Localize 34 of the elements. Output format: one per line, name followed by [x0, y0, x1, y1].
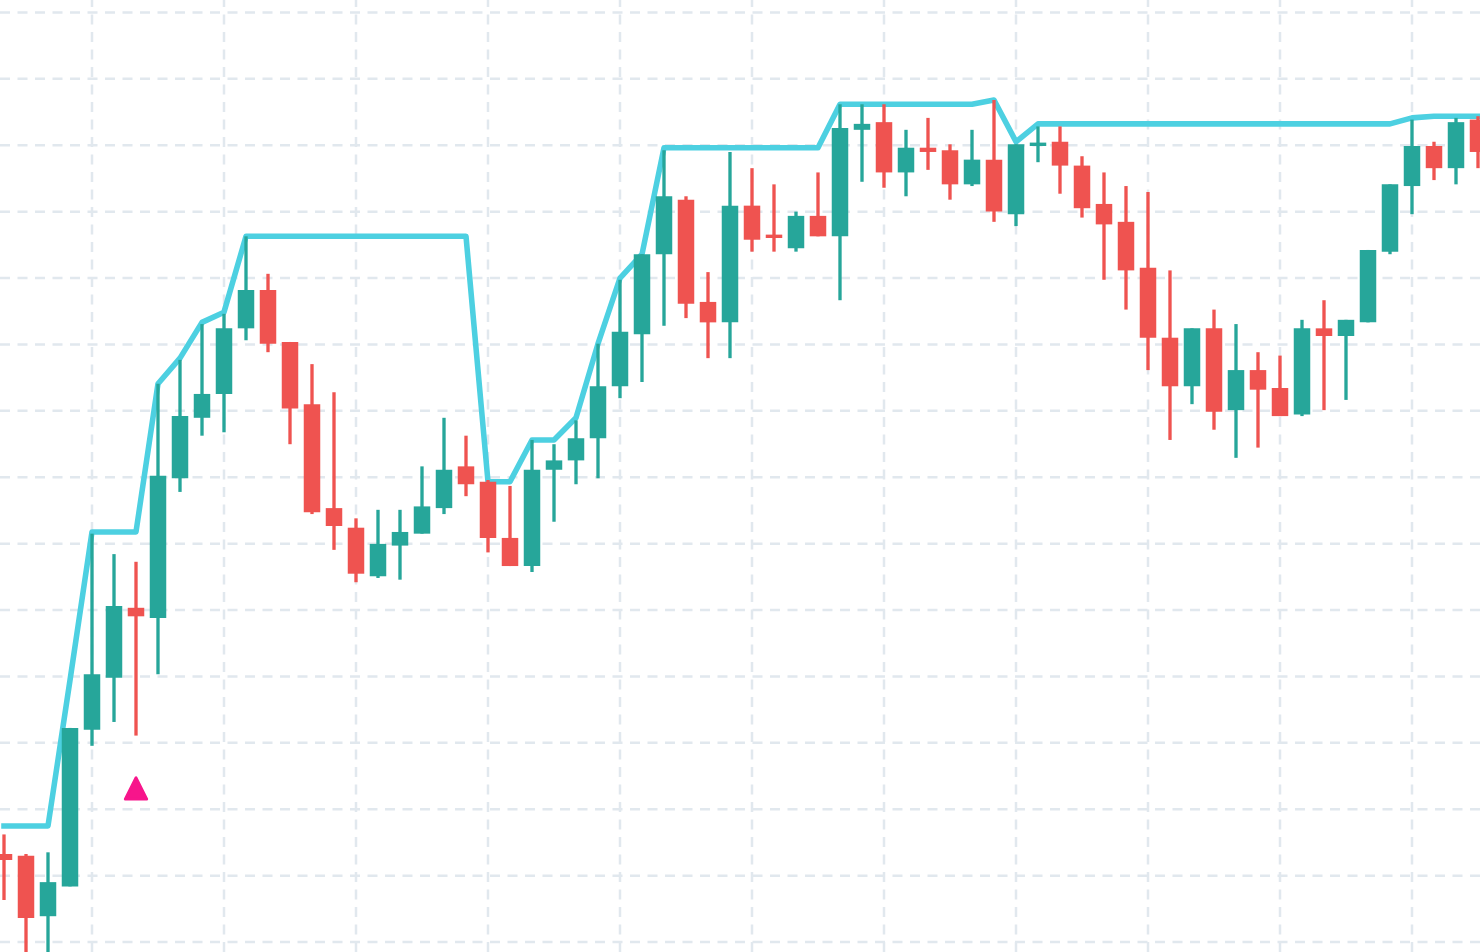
- candlestick: [1425, 140, 1443, 182]
- candlestick: [567, 418, 585, 486]
- candlestick: [787, 209, 805, 254]
- candlestick: [853, 102, 871, 184]
- candlestick: [237, 234, 255, 342]
- candlestick: [127, 560, 145, 738]
- candlestick: [501, 484, 519, 568]
- candlestick: [193, 322, 211, 438]
- candlestick: [941, 142, 959, 202]
- candlestick: [919, 116, 937, 172]
- candlestick: [545, 442, 563, 524]
- candlestick: [1073, 154, 1091, 220]
- candlestick: [391, 508, 409, 582]
- candlestick: [743, 166, 761, 254]
- candlestick: [369, 508, 387, 580]
- candlestick: [1051, 124, 1069, 196]
- candlestick: [1095, 170, 1113, 282]
- candlestick: [1447, 116, 1465, 187]
- candlestick: [1227, 322, 1245, 460]
- candlestick: [1337, 318, 1355, 402]
- candlestick: [413, 464, 431, 536]
- candlestick: [699, 270, 717, 360]
- candlestick: [963, 128, 981, 188]
- candlestick: [347, 516, 365, 584]
- candlestick: [435, 416, 453, 516]
- candlestick: [1403, 117, 1421, 216]
- candlestick: [457, 434, 475, 498]
- candlestick: [1315, 298, 1333, 412]
- candlestick: [897, 128, 915, 198]
- candlestick: [1271, 353, 1289, 418]
- candlestick: [809, 170, 827, 238]
- candlestick: [39, 850, 57, 952]
- candlestick: [325, 390, 343, 552]
- candlestick: [1249, 350, 1267, 450]
